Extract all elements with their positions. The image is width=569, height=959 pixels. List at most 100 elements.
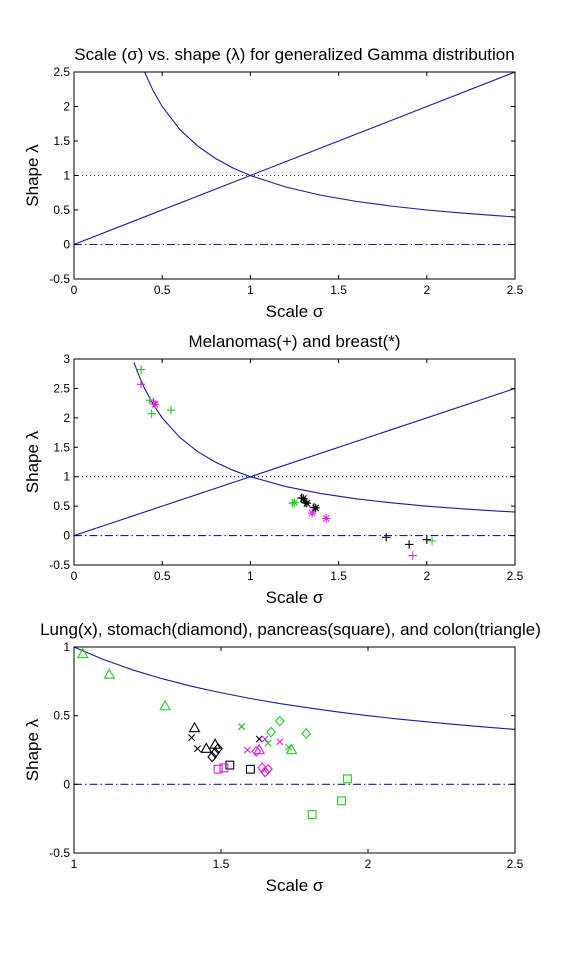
data-point-diamond	[257, 762, 268, 774]
data-point-diamond	[210, 747, 221, 759]
x-tick-label: 0.5	[154, 569, 171, 583]
series-group	[74, 362, 515, 560]
chart-title: Melanomas(+) and breast(*)	[188, 332, 400, 351]
data-point-star	[311, 503, 320, 513]
data-point-diamond	[301, 727, 312, 740]
data-point-plus	[408, 551, 417, 560]
y-tick-label: 2.5	[53, 381, 70, 395]
data-point-square	[337, 796, 346, 806]
marker-series-+	[136, 365, 437, 546]
data-point-diamond	[266, 726, 276, 738]
data-point-star	[307, 509, 317, 518]
marker-series-square	[307, 774, 352, 819]
x-tick-label: 1	[71, 857, 78, 871]
data-point-x	[243, 746, 251, 754]
marker-series-triangle	[253, 743, 266, 755]
marker-series-diamond	[266, 715, 312, 740]
data-point-x	[261, 735, 269, 743]
x-tick-label: 1.5	[213, 857, 230, 871]
marker-series-x	[238, 723, 293, 751]
data-point-star	[150, 400, 160, 409]
data-point-plus	[422, 535, 431, 544]
data-point-diamond	[260, 766, 271, 778]
data-point-diamond	[251, 745, 262, 757]
data-point-x	[255, 735, 263, 743]
axes-box	[73, 646, 516, 854]
x-tick-label: 2	[423, 569, 430, 583]
data-point-x	[238, 723, 246, 731]
y-axis-label: Shape λ	[23, 718, 42, 781]
x-tick-label: 2.5	[507, 569, 524, 583]
y-tick-label: 2	[63, 411, 70, 425]
data-point-diamond	[207, 751, 218, 763]
x-tick-label: 2	[423, 283, 430, 297]
data-point-plus	[136, 380, 146, 389]
x-tick-label: 1.5	[330, 569, 347, 583]
marker-series-square	[225, 760, 255, 774]
axes-box	[73, 358, 516, 566]
x-tick-label: 0	[71, 569, 78, 583]
data-point-star	[322, 514, 331, 523]
x-tick-label: 2.5	[507, 283, 524, 297]
data-point-triangle	[103, 668, 116, 679]
marker-series-*	[299, 494, 320, 513]
data-point-plus	[147, 409, 156, 418]
y-tick-label: 0	[63, 777, 70, 791]
data-point-triangle	[253, 743, 266, 755]
x-axis-label: Scale σ	[266, 876, 324, 895]
data-point-x	[188, 734, 196, 742]
data-point-star	[299, 494, 308, 503]
y-tick-label: -0.5	[49, 272, 70, 286]
curve-line	[144, 72, 515, 218]
series-group	[74, 72, 515, 246]
y-tick-label: 0	[63, 529, 70, 543]
data-point-triangle	[200, 742, 213, 753]
curve-line	[74, 387, 515, 537]
x-tick-label: 1.5	[330, 283, 347, 297]
data-point-triangle	[285, 743, 298, 755]
y-tick-label: 3	[63, 352, 70, 366]
data-point-triangle	[76, 647, 89, 659]
data-point-triangle	[159, 699, 172, 711]
y-tick-label: 1.5	[53, 440, 70, 454]
data-point-square	[245, 764, 255, 774]
y-tick-label: -0.5	[49, 846, 70, 860]
x-axis-label: Scale σ	[266, 302, 324, 321]
data-point-diamond	[213, 743, 223, 755]
y-tick-label: 2	[63, 100, 70, 114]
data-point-square	[307, 810, 317, 819]
y-tick-label: 0	[63, 238, 70, 252]
chart-panel-2: 0 0.5 1 1.5 2 2.5-0.500.511.522.53Melanomas(+…	[23, 332, 524, 607]
marker-series-diamond	[251, 745, 273, 778]
x-tick-label: 1	[247, 283, 254, 297]
marker-series-x	[188, 734, 263, 753]
y-tick-label: 1	[63, 169, 70, 183]
y-tick-label: 0.5	[53, 499, 70, 513]
x-tick-label: 0	[71, 283, 78, 297]
data-point-plus	[136, 365, 146, 374]
y-tick-label: 1.5	[53, 134, 70, 148]
data-point-diamond	[263, 763, 273, 775]
curve-line	[74, 647, 515, 730]
data-point-square	[219, 763, 229, 773]
marker-series-*	[290, 498, 299, 507]
y-axis-label: Shape λ	[23, 430, 42, 493]
data-point-x	[285, 743, 293, 751]
data-point-plus	[166, 406, 176, 415]
marker-series-square	[213, 763, 229, 774]
data-point-x	[193, 745, 202, 753]
chart-title: Lung(x), stomach(diamond), pancreas(squa…	[40, 620, 541, 639]
marker-series-diamond	[207, 743, 223, 763]
x-tick-label: 2.5	[507, 857, 524, 871]
y-tick-label: -0.5	[49, 558, 70, 572]
data-point-square	[342, 774, 352, 784]
series-group	[74, 647, 515, 819]
x-tick-label: 0.5	[154, 283, 171, 297]
marker-series-triangle	[76, 647, 298, 755]
data-point-x	[264, 739, 272, 747]
y-tick-label: 1	[63, 470, 70, 484]
y-tick-label: 0.5	[53, 203, 70, 217]
